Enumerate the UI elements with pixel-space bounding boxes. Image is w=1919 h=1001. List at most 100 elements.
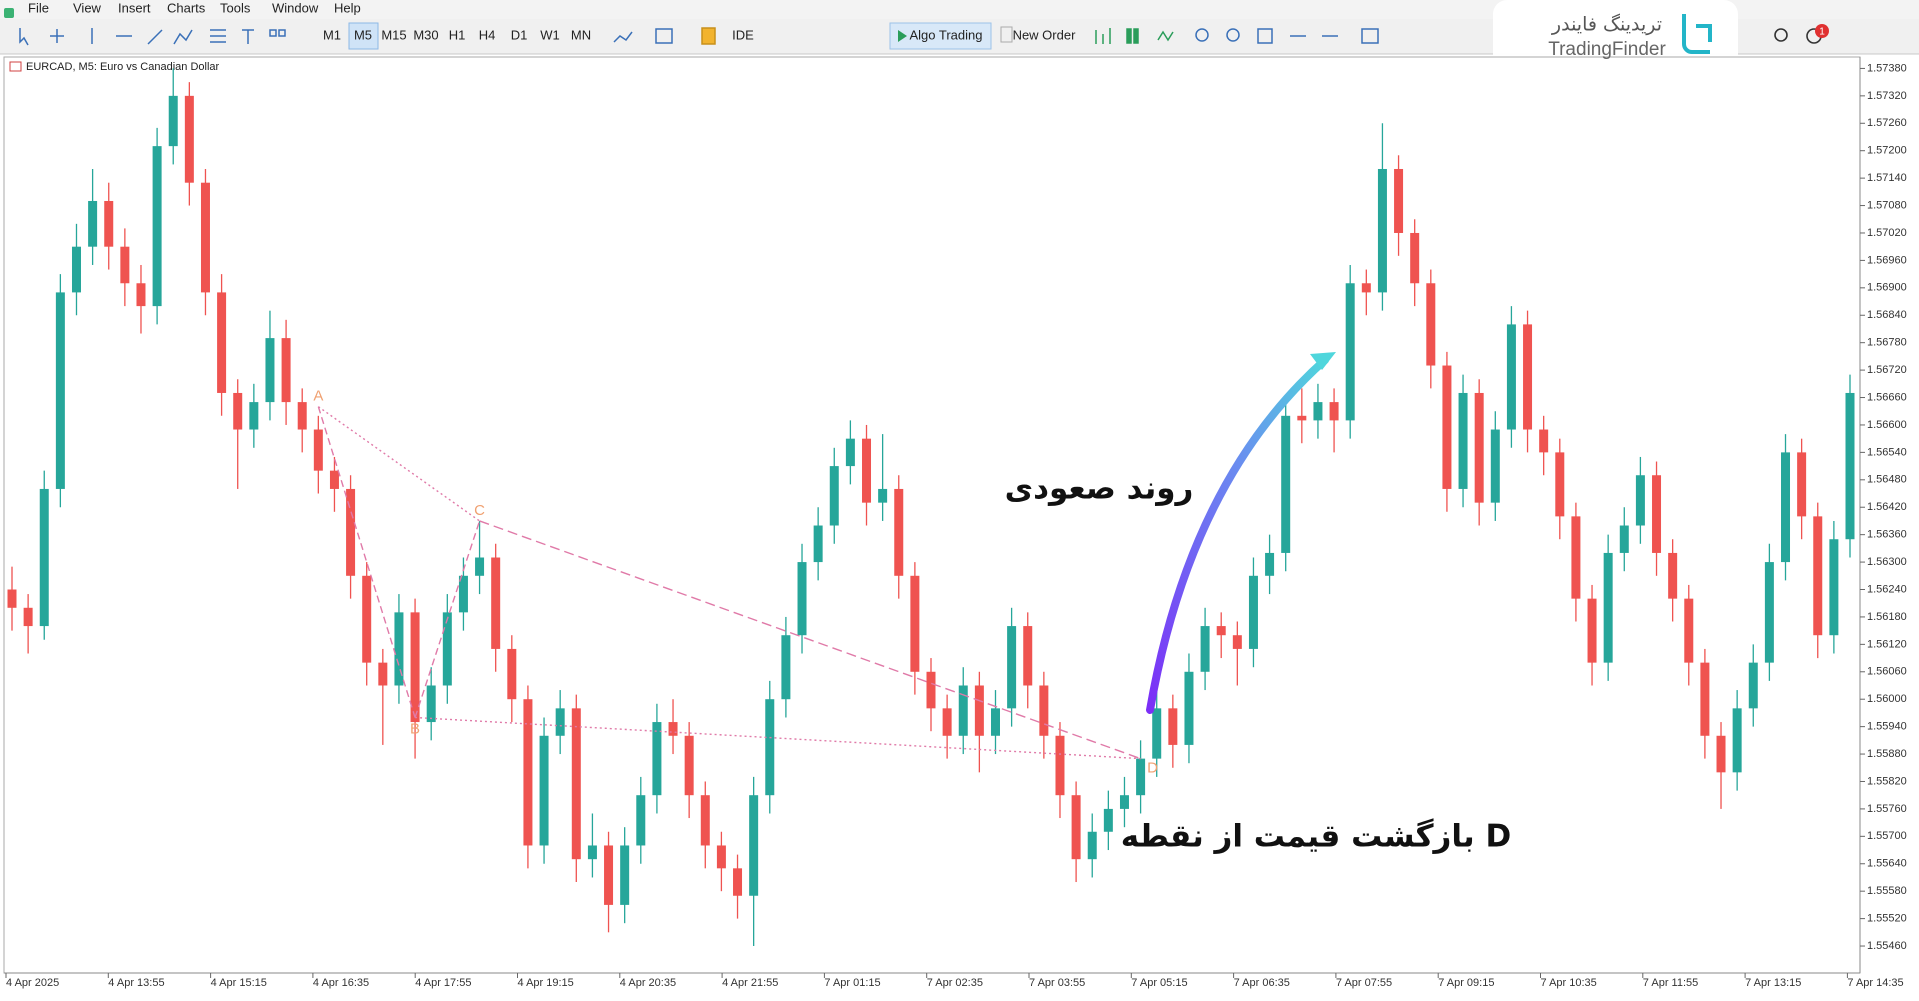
notification-count: 1 bbox=[1819, 27, 1825, 38]
candle-body bbox=[587, 845, 597, 860]
timeframe-button[interactable]: H1 bbox=[449, 27, 466, 42]
y-tick-label: 1.55460 bbox=[1867, 940, 1907, 952]
candle-body bbox=[1523, 324, 1533, 430]
candle-body bbox=[1329, 402, 1339, 421]
timeframe-button[interactable]: D1 bbox=[511, 27, 528, 42]
timeframe-button[interactable]: H4 bbox=[479, 27, 496, 42]
candle-body bbox=[1377, 168, 1387, 293]
candle-body bbox=[894, 488, 904, 576]
candle-body bbox=[120, 246, 130, 284]
pattern-retrace bbox=[415, 716, 1141, 760]
candle-body bbox=[910, 575, 920, 672]
candle-body bbox=[442, 612, 452, 686]
candle-body bbox=[1845, 392, 1855, 540]
candle-body bbox=[217, 292, 227, 393]
candle-body bbox=[958, 685, 968, 736]
arrow-head bbox=[1310, 352, 1336, 370]
candle-body bbox=[329, 470, 339, 489]
candle-body bbox=[749, 795, 759, 896]
menu-item[interactable]: Tools bbox=[220, 0, 251, 15]
candle-body bbox=[1426, 283, 1436, 366]
candle-body bbox=[1668, 552, 1678, 599]
candle-body bbox=[1168, 708, 1178, 745]
candle-body bbox=[765, 699, 775, 796]
timeframe-button[interactable]: MN bbox=[571, 27, 591, 42]
candle-body bbox=[1571, 516, 1581, 599]
candle-body bbox=[781, 635, 791, 700]
y-tick-label: 1.56840 bbox=[1867, 309, 1907, 321]
y-tick-label: 1.56600 bbox=[1867, 419, 1907, 431]
menu-item[interactable]: View bbox=[73, 0, 102, 15]
candle-body bbox=[1071, 795, 1081, 860]
tool-icons bbox=[19, 27, 1379, 46]
y-tick-label: 1.55940 bbox=[1867, 721, 1907, 733]
algo-trading-button[interactable] bbox=[889, 22, 992, 50]
x-tick-label: 7 Apr 01:15 bbox=[824, 977, 880, 989]
y-tick-label: 1.55880 bbox=[1867, 748, 1907, 760]
timeframe-button[interactable]: M1 bbox=[323, 27, 341, 42]
x-tick-label: 7 Apr 07:55 bbox=[1336, 977, 1392, 989]
candle-body bbox=[1023, 626, 1033, 686]
candle-body bbox=[1732, 708, 1742, 773]
y-tick-label: 1.57260 bbox=[1867, 117, 1907, 129]
candle-body bbox=[55, 292, 65, 489]
pattern-leg bbox=[479, 520, 1141, 760]
menu-item[interactable]: Window bbox=[272, 0, 319, 15]
candle-body bbox=[281, 338, 291, 403]
y-tick-label: 1.55760 bbox=[1867, 803, 1907, 815]
y-tick-label: 1.57140 bbox=[1867, 172, 1907, 184]
x-tick-label: 4 Apr 15:15 bbox=[211, 977, 267, 989]
candle-body bbox=[555, 708, 565, 736]
toolbar-button[interactable]: New Order bbox=[1013, 27, 1077, 42]
candle-body bbox=[1474, 392, 1484, 503]
candle-body bbox=[1813, 516, 1823, 636]
candle-body bbox=[797, 562, 807, 636]
y-tick-label: 1.56000 bbox=[1867, 693, 1907, 705]
candle-body bbox=[1007, 626, 1017, 709]
chart-title: EURCAD, M5: Euro vs Canadian Dollar bbox=[26, 61, 220, 73]
order-icon bbox=[1000, 26, 1013, 43]
menu-item[interactable]: Charts bbox=[167, 0, 206, 15]
candle-body bbox=[1539, 429, 1549, 453]
pattern-point-label: A bbox=[313, 388, 323, 405]
candle-body bbox=[620, 845, 630, 905]
y-tick-label: 1.55820 bbox=[1867, 775, 1907, 787]
toolbar-button[interactable]: Algo Trading bbox=[910, 27, 983, 42]
search-icon[interactable] bbox=[1774, 28, 1788, 42]
candle-body bbox=[1652, 475, 1662, 553]
y-tick-label: 1.56180 bbox=[1867, 611, 1907, 623]
candle-body bbox=[152, 146, 162, 307]
candle-body bbox=[878, 488, 888, 503]
play-icon bbox=[898, 30, 907, 42]
menu-item[interactable]: Help bbox=[334, 0, 361, 15]
timeframe-button[interactable]: W1 bbox=[540, 27, 560, 42]
x-tick-label: 7 Apr 09:15 bbox=[1438, 977, 1494, 989]
candle-body bbox=[1684, 598, 1694, 663]
y-tick-label: 1.56720 bbox=[1867, 364, 1907, 376]
menu-item[interactable]: File bbox=[28, 0, 49, 15]
candle-body bbox=[684, 735, 694, 796]
candle-body bbox=[1797, 452, 1807, 517]
candle-body bbox=[265, 338, 275, 403]
menu-item[interactable]: Insert bbox=[118, 0, 151, 15]
timeframe-button[interactable]: M5 bbox=[354, 27, 372, 42]
trend-annotation: روند صعودی bbox=[1005, 471, 1194, 507]
x-tick-label: 4 Apr 13:55 bbox=[108, 977, 164, 989]
toolbar-button[interactable]: IDE bbox=[732, 27, 754, 42]
candle-body bbox=[1055, 735, 1065, 796]
x-tick-label: 4 Apr 19:15 bbox=[518, 977, 574, 989]
candle-body bbox=[1265, 552, 1275, 576]
y-tick-label: 1.56660 bbox=[1867, 391, 1907, 403]
y-tick-label: 1.56480 bbox=[1867, 474, 1907, 486]
timeframe-button[interactable]: M30 bbox=[413, 27, 438, 42]
candle-body bbox=[716, 845, 726, 869]
y-tick-label: 1.56240 bbox=[1867, 583, 1907, 595]
candle-body bbox=[507, 648, 517, 700]
timeframe-button[interactable]: M15 bbox=[381, 27, 406, 42]
candle-body bbox=[491, 557, 501, 649]
logo-icon bbox=[1682, 14, 1712, 54]
candle-body bbox=[104, 200, 114, 247]
candle-body bbox=[829, 466, 839, 526]
reversal-annotation: بازگشت قیمت از نقطه D bbox=[1121, 818, 1511, 855]
